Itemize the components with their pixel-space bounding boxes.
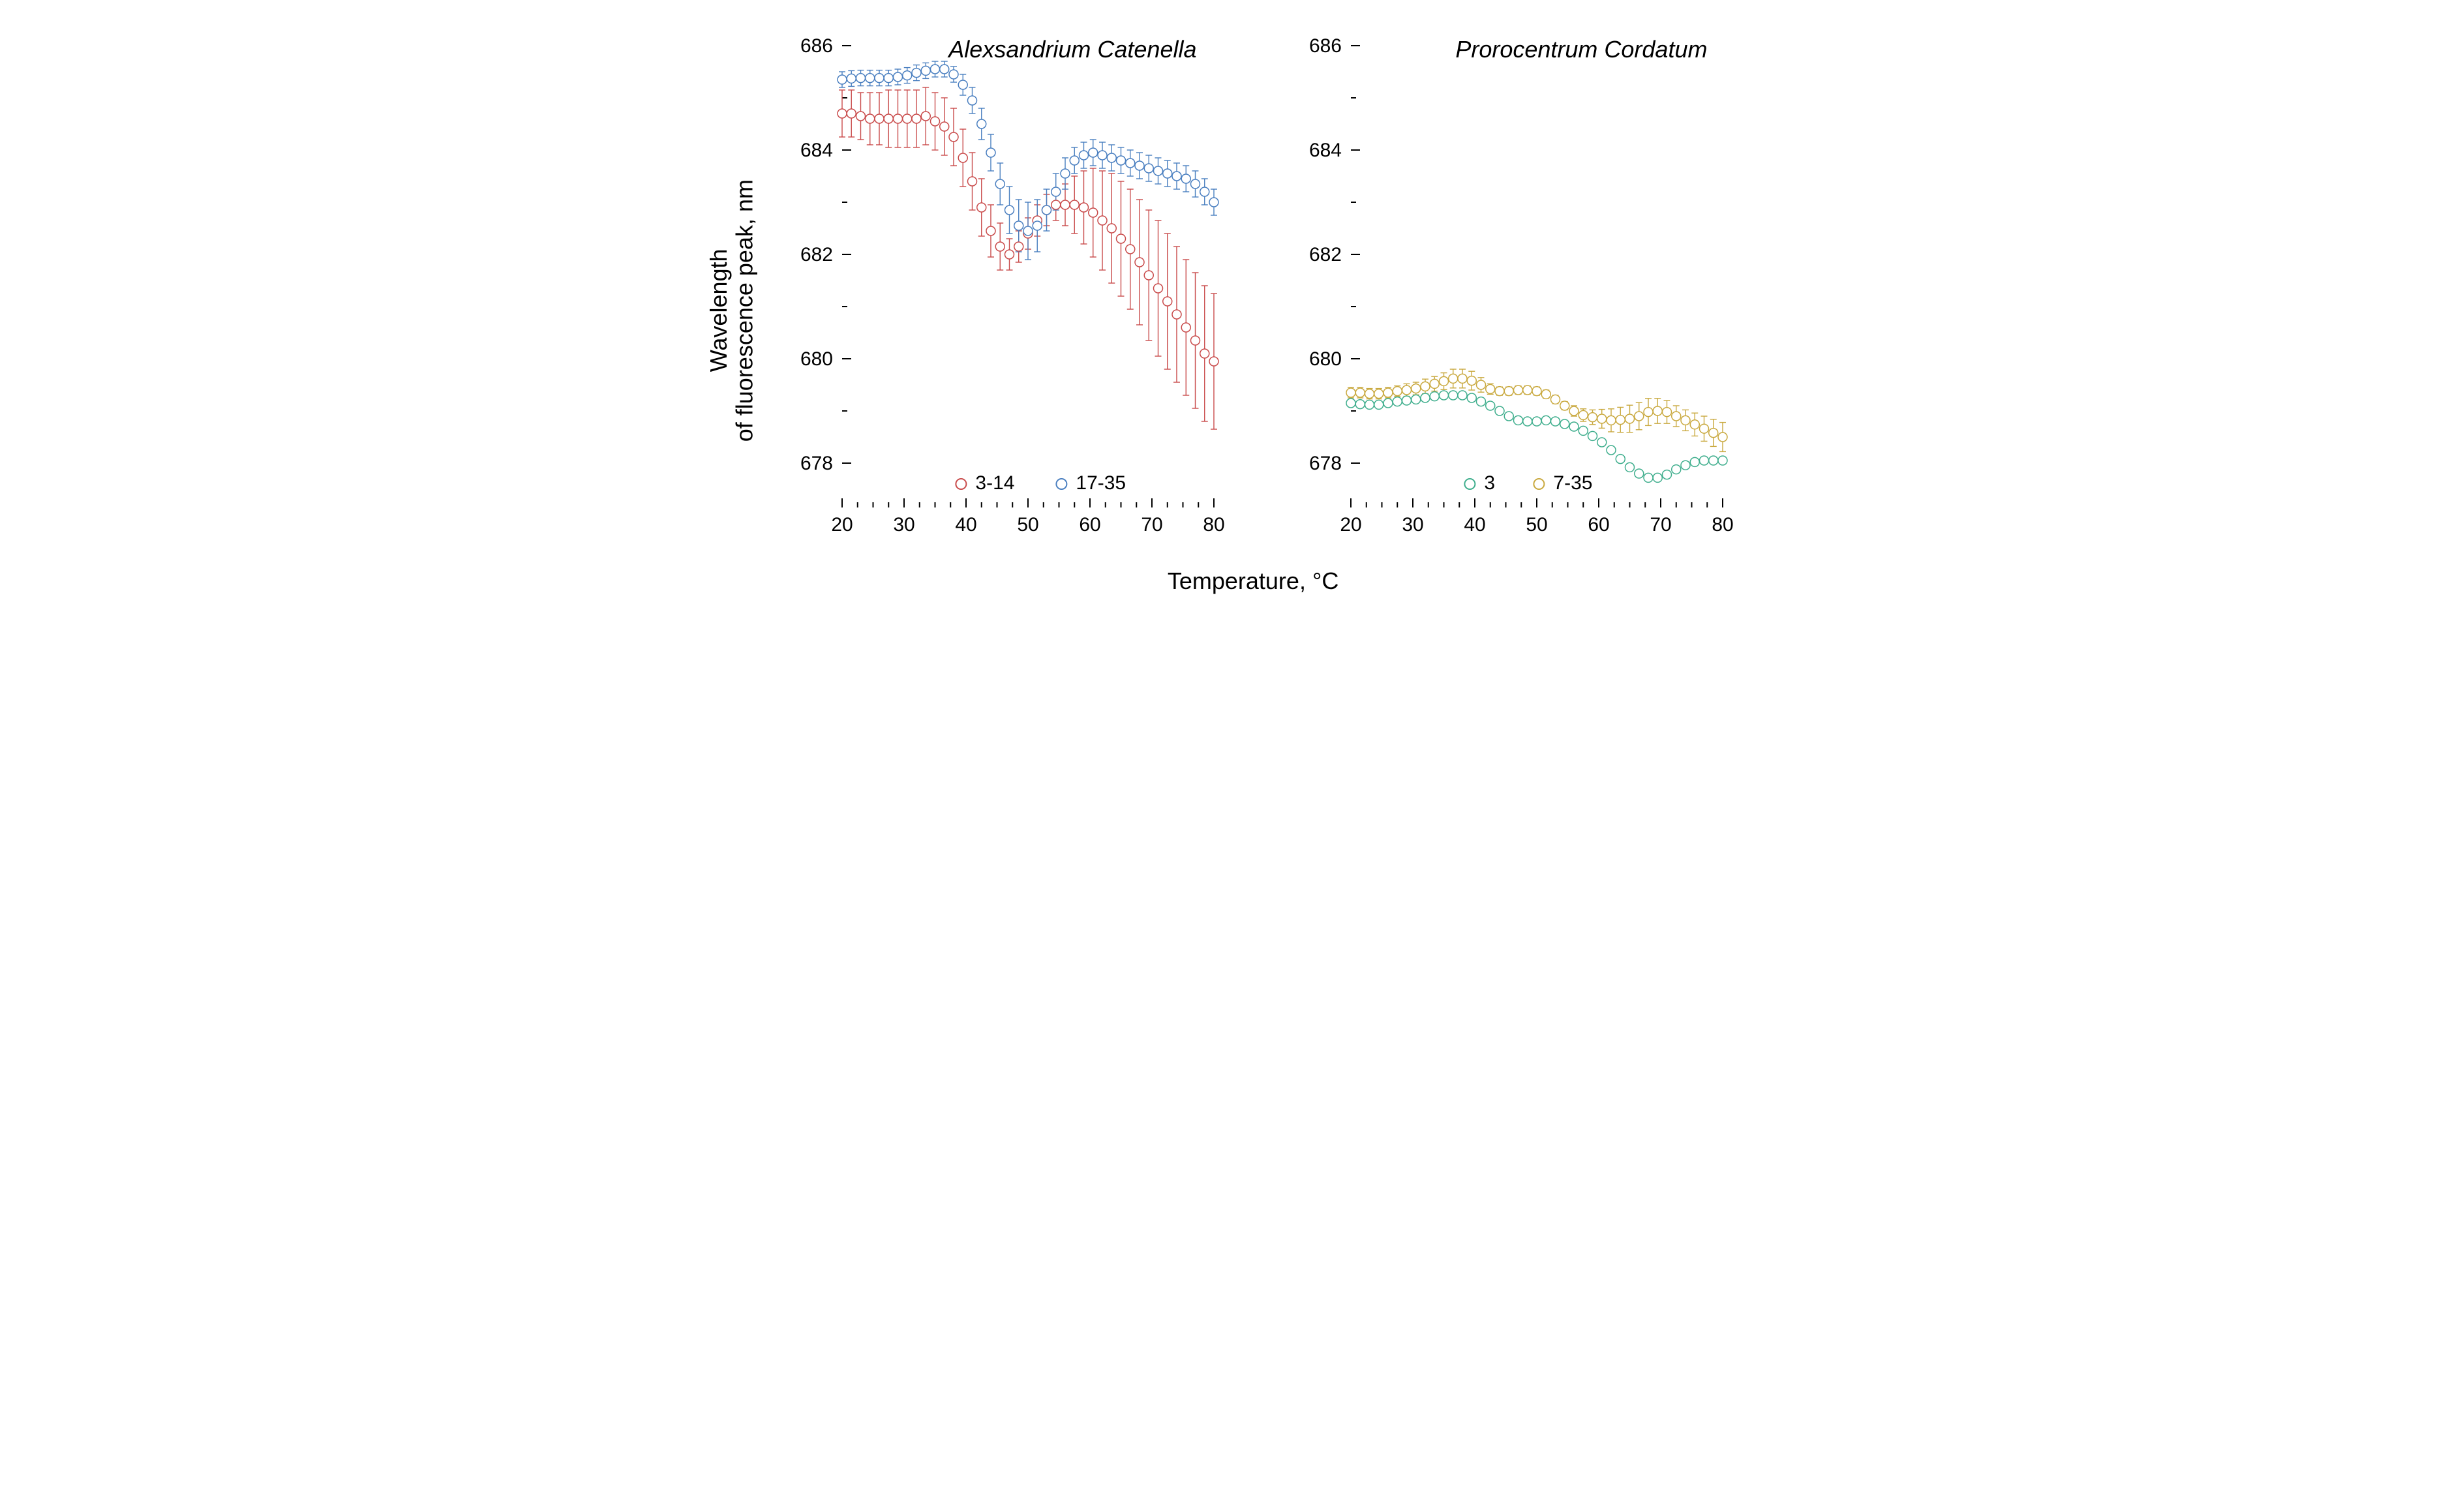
- svg-text:60: 60: [1079, 514, 1100, 536]
- svg-text:20: 20: [831, 514, 853, 536]
- svg-text:3-14: 3-14: [975, 472, 1014, 494]
- svg-text:80: 80: [1203, 514, 1224, 536]
- y-axis-label-line1: Wavelength: [705, 249, 732, 372]
- svg-text:686: 686: [800, 35, 833, 57]
- svg-text:682: 682: [800, 244, 833, 265]
- svg-text:40: 40: [955, 514, 976, 536]
- svg-text:682: 682: [1309, 244, 1342, 265]
- svg-text:20: 20: [1340, 514, 1361, 536]
- svg-text:7-35: 7-35: [1553, 472, 1592, 494]
- svg-text:684: 684: [800, 140, 833, 161]
- svg-text:40: 40: [1464, 514, 1485, 536]
- svg-text:680: 680: [1309, 348, 1342, 370]
- svg-text:680: 680: [800, 348, 833, 370]
- left-panel: 678 680 682 684 686 20 30 40 50 60 70 80 Alexsandriu…: [764, 26, 1233, 561]
- svg-text:686: 686: [1309, 35, 1342, 57]
- svg-text:684: 684: [1309, 140, 1342, 161]
- svg-text:Prorocentrum Cordatum: Prorocentrum Cordatum: [1455, 36, 1707, 63]
- svg-text:80: 80: [1712, 514, 1733, 536]
- panels: 678 680 682 684 686 20 30 40 50 60 70 80 Alexsandriu…: [764, 26, 1742, 595]
- x-axis-label: Temperature, °C: [1168, 567, 1339, 595]
- svg-text:70: 70: [1650, 514, 1671, 536]
- svg-text:678: 678: [800, 453, 833, 474]
- y-axis-label-line2: of fluorescence peak, nm: [731, 179, 758, 442]
- y-axis-label: Wavelength of fluorescence peak, nm: [706, 179, 757, 442]
- svg-text:678: 678: [1309, 453, 1342, 474]
- svg-text:50: 50: [1017, 514, 1038, 536]
- svg-text:30: 30: [893, 514, 914, 536]
- svg-text:70: 70: [1141, 514, 1162, 536]
- svg-text:Alexsandrium Catenella: Alexsandrium Catenella: [947, 36, 1196, 63]
- ylabel-container: Wavelength of fluorescence peak, nm: [706, 179, 757, 442]
- figure: Wavelength of fluorescence peak, nm 6786…: [26, 26, 2422, 595]
- right-panel: 678 680 682 684 686 20 30 40 50 60 70 80 Prorocentru…: [1273, 26, 1742, 561]
- svg-text:3: 3: [1484, 472, 1495, 494]
- panel-row: 678 680 682 684 686 20 30 40 50 60 70 80 Alexsandriu…: [764, 26, 1742, 561]
- svg-text:50: 50: [1526, 514, 1547, 536]
- svg-text:60: 60: [1588, 514, 1609, 536]
- svg-text:30: 30: [1402, 514, 1423, 536]
- svg-text:17-35: 17-35: [1076, 472, 1126, 494]
